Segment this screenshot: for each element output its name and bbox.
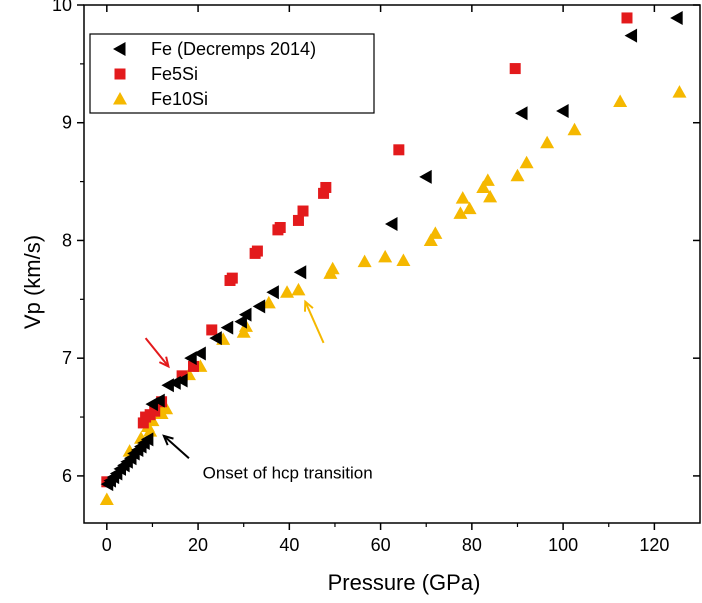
data-point [209,331,222,346]
series-0 [100,10,683,492]
data-point [293,265,307,280]
legend-label-fe10si: Fe10Si [151,89,208,109]
data-point [423,233,438,246]
y-tick-label: 8 [62,230,72,250]
data-point [509,63,521,75]
x-tick-label: 0 [102,535,112,555]
data-point [280,285,295,298]
data-point [393,144,405,156]
data-point [159,401,174,415]
data-point [176,370,188,382]
data-point [519,155,534,169]
data-point [137,417,149,429]
data-point [483,189,498,203]
data-point [266,285,279,300]
data-point [152,393,165,408]
data-point [292,214,304,226]
data-point [378,249,393,263]
data-point [613,94,628,108]
data-point [670,10,683,25]
x-tick-label: 40 [279,535,299,555]
data-point [419,169,432,184]
data-point [149,405,161,417]
x-tick-label: 100 [548,535,578,555]
legend-label-fe5si: Fe5Si [151,64,198,84]
y-tick-label: 9 [62,113,72,133]
data-point [540,135,555,149]
data-point [480,173,495,186]
plot-frame [83,4,701,524]
data-point [476,180,491,193]
data-point [297,205,309,217]
annotations: Onset of hcp transition [144,299,373,482]
x-axis-label: Pressure (GPa) [328,570,481,595]
data-point [515,106,528,121]
data-point [261,295,276,309]
data-point [291,282,306,296]
data-point [161,378,174,393]
data-point [193,346,206,361]
data-point [175,373,188,388]
legend-marker [113,92,127,105]
axes: 0 20 40 60 80 100 120 6 7 8 9 10 [52,0,701,555]
data-point [672,85,687,98]
data-point [251,245,263,257]
data-point [455,191,470,204]
data-point [357,254,372,268]
data-point [624,28,638,43]
data-point [274,222,286,234]
data-point [252,299,266,314]
annotation-arrow-head [158,356,170,369]
annotation-arrow-head [303,299,314,312]
legend-label-fe: Fe (Decremps 2014) [151,39,316,59]
data-point [238,307,252,322]
data-point [320,181,332,193]
data-point [318,187,330,199]
data-point [206,324,218,336]
y-tick-label: 7 [62,348,72,368]
plot-marks [99,10,687,505]
data-point [226,272,238,284]
data-point [428,226,443,239]
x-tick-label: 80 [462,535,482,555]
x-tick-label: 60 [371,535,391,555]
data-point [396,253,411,266]
data-point [385,216,398,231]
data-point [234,314,247,329]
data-point [556,103,569,118]
data-point [462,201,477,215]
annotation-arrow-head [162,434,174,446]
legend-marker [114,68,126,80]
x-tick-label: 120 [639,535,669,555]
data-point [184,351,197,366]
legend-marker [113,42,126,56]
data-point [621,12,633,24]
series-2 [99,85,687,505]
data-point [453,206,468,219]
legend-box [89,33,375,114]
y-tick-label: 10 [52,0,72,15]
annotation-arrow-line [144,337,170,368]
y-tick-label: 6 [62,466,72,486]
y-axis-label: Vp (km/s) [20,235,45,329]
data-point [99,492,114,505]
annotation-arrow-line [304,301,325,344]
data-point [188,360,200,372]
data-point [140,432,154,447]
data-point [325,261,340,275]
annotation-onset-text: Onset of hcp transition [203,463,373,482]
data-point [567,122,582,136]
data-point [143,424,158,437]
data-point [220,320,234,335]
legend: Fe (Decremps 2014) Fe5Si Fe10Si [89,33,375,114]
x-tick-label: 20 [188,535,208,555]
annotation-arrow-line [163,435,190,459]
data-point [510,168,525,182]
